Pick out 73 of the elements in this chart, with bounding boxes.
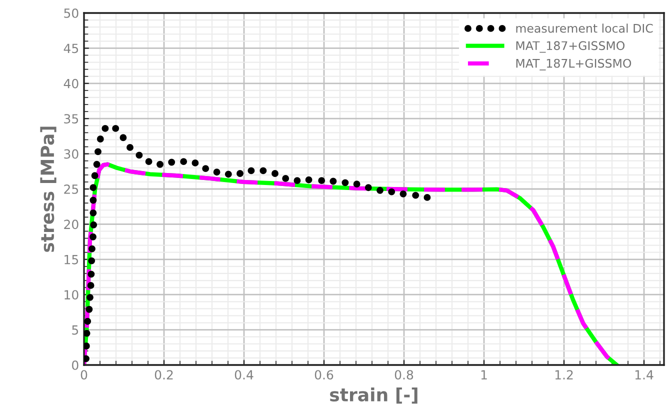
point xyxy=(330,178,337,185)
x-tick-label: 0.2 xyxy=(154,370,173,380)
x-tick-label: 0.8 xyxy=(394,370,414,380)
x-tick-label: 1.4 xyxy=(635,370,654,380)
x-tick-label: 0 xyxy=(80,370,88,380)
point xyxy=(388,188,396,196)
point xyxy=(192,159,199,166)
point xyxy=(424,194,431,201)
y-tick-label: 50 xyxy=(64,8,78,18)
point xyxy=(364,184,372,192)
point xyxy=(84,318,92,325)
x-tick-label: 0.6 xyxy=(314,370,334,380)
x-tick-label: 1 xyxy=(481,370,487,380)
point xyxy=(282,174,290,182)
point xyxy=(94,148,102,156)
point xyxy=(88,257,96,264)
point xyxy=(90,221,98,228)
point xyxy=(126,144,134,151)
y-tick-label: 35 xyxy=(64,114,78,124)
point xyxy=(90,196,97,204)
point xyxy=(168,158,176,166)
point xyxy=(86,306,93,313)
point xyxy=(136,152,143,159)
point xyxy=(91,172,98,180)
point xyxy=(90,209,97,216)
x-axis-title: strain [-] xyxy=(330,388,418,404)
point xyxy=(236,170,244,177)
y-tick-label: 25 xyxy=(64,184,78,194)
point xyxy=(180,158,188,166)
point xyxy=(294,177,301,184)
point xyxy=(202,165,210,172)
y-axis-title: stress [MPa] xyxy=(40,126,56,252)
y-tick-label: 15 xyxy=(64,255,78,264)
point xyxy=(84,342,90,350)
point xyxy=(84,330,90,337)
point xyxy=(102,124,109,132)
x-tick-label: 0.4 xyxy=(234,370,254,380)
y-tick-label: 5 xyxy=(72,325,78,335)
point xyxy=(213,168,220,176)
point xyxy=(224,170,232,178)
point xyxy=(88,270,95,278)
point xyxy=(96,136,104,142)
point xyxy=(90,233,96,240)
legend-label: MAT_187L+GISSMO xyxy=(516,58,632,70)
point xyxy=(93,160,100,168)
point xyxy=(112,124,120,132)
point xyxy=(376,186,384,194)
y-tick-label: 10 xyxy=(64,290,78,300)
point xyxy=(353,180,360,188)
y-tick-label: 40 xyxy=(64,78,78,88)
point xyxy=(248,167,255,174)
point xyxy=(145,158,152,166)
legend-label: measurement local DIC xyxy=(516,24,653,33)
point xyxy=(87,282,94,289)
point xyxy=(412,192,420,199)
point xyxy=(260,167,267,174)
point xyxy=(156,160,164,168)
point xyxy=(272,170,278,177)
y-tick-label: 20 xyxy=(64,220,78,230)
point xyxy=(318,177,326,184)
line-series xyxy=(84,162,619,365)
y-tick-label: 30 xyxy=(64,149,78,159)
point xyxy=(400,190,407,198)
point xyxy=(88,245,96,252)
legend-label: MAT_187+GISSMO xyxy=(516,41,625,53)
x-tick-label: 1.2 xyxy=(555,370,573,380)
point xyxy=(86,294,94,301)
y-tick-label: 0 xyxy=(72,360,78,370)
point xyxy=(120,134,127,142)
point xyxy=(342,179,349,186)
point xyxy=(90,184,97,192)
point xyxy=(305,176,312,184)
y-tick-label: 45 xyxy=(64,44,78,54)
